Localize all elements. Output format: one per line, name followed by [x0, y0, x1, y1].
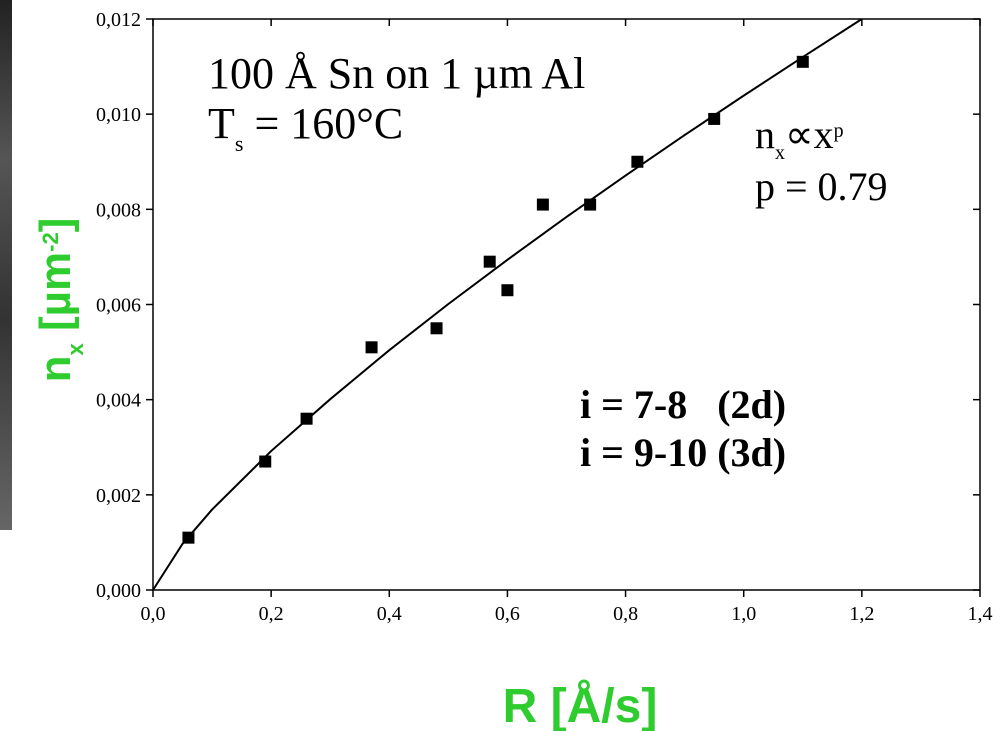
y-tick-label: 0,004	[96, 390, 141, 412]
text-part: p	[834, 120, 844, 142]
data-point	[430, 322, 443, 335]
annotation: i = 7-8 (2d)	[580, 382, 786, 427]
data-point	[796, 55, 809, 68]
text-part: [µm	[31, 252, 80, 343]
text-part: x	[775, 142, 785, 164]
data-point	[365, 341, 378, 354]
x-axis-label: R [Å/s]	[503, 679, 658, 731]
text-part: i = 7-8 (2d)	[580, 382, 786, 427]
text-part: 100 Å Sn on 1 µm Al	[208, 49, 585, 98]
y-axis-label: nx [µm-2]	[31, 218, 88, 383]
y-tick-label: 0,010	[96, 104, 141, 126]
x-tick-label: 0,0	[141, 603, 166, 625]
text-part: i = 9-10 (3d)	[580, 430, 786, 475]
text-part: p = 0.79	[755, 164, 888, 209]
x-tick-label: 0,2	[259, 603, 284, 625]
annotation: i = 9-10 (3d)	[580, 430, 786, 475]
annotation: p = 0.79	[755, 164, 888, 209]
x-tick-label: 0,6	[495, 603, 520, 625]
x-tick-label: 1,2	[849, 603, 874, 625]
x-tick-label: 1,0	[731, 603, 756, 625]
text-part: = 160°C	[243, 99, 403, 148]
x-tick-label: 0,4	[377, 603, 402, 625]
annotation: 100 Å Sn on 1 µm Al	[208, 49, 585, 98]
fit-line	[152, 18, 863, 591]
data-point	[631, 155, 644, 168]
x-tick-label: 1,4	[968, 603, 993, 625]
y-tick-label: 0,008	[96, 199, 141, 221]
data-point	[536, 198, 549, 211]
data-point	[501, 284, 514, 297]
text-part: ]	[31, 218, 80, 233]
text-part: T	[208, 99, 235, 148]
data-point	[708, 112, 721, 125]
y-tick-label: 0,012	[96, 9, 141, 31]
text-part: n	[755, 112, 775, 157]
text-part: ∝x	[785, 112, 834, 157]
y-tick-label: 0,000	[96, 580, 141, 602]
text-part: -2	[38, 232, 63, 252]
text-part: s	[235, 131, 244, 156]
y-tick-label: 0,002	[96, 485, 141, 507]
text-part: n	[31, 355, 80, 382]
image-strip	[0, 0, 12, 530]
annotation: Ts = 160°C	[208, 99, 403, 156]
text-part: x	[63, 342, 88, 355]
y-tick-label: 0,006	[96, 295, 141, 317]
x-tick-label: 0,8	[613, 603, 638, 625]
data-point	[483, 255, 496, 268]
annotation: nx∝xp	[755, 112, 844, 164]
